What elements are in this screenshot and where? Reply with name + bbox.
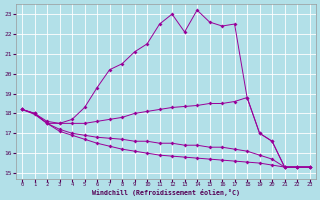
X-axis label: Windchill (Refroidissement éolien,°C): Windchill (Refroidissement éolien,°C): [92, 189, 240, 196]
